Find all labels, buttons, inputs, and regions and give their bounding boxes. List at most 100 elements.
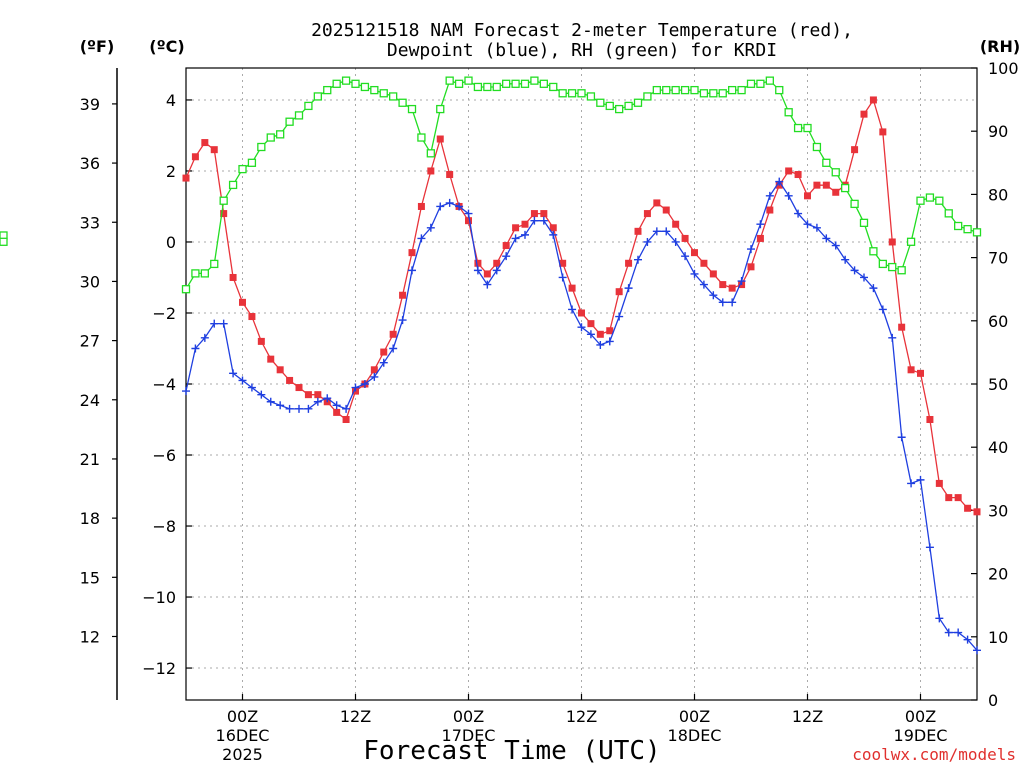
x-tick-date-label: 16DEC bbox=[216, 726, 270, 745]
dewpoint-point bbox=[266, 397, 275, 406]
dewpoint-point bbox=[257, 390, 266, 399]
temperature-point bbox=[625, 259, 633, 267]
x-axis-label: Forecast Time (UTC) bbox=[363, 736, 660, 766]
dewpoint-point bbox=[445, 198, 454, 207]
x-tick-label: 00Z bbox=[679, 707, 710, 726]
rh-point bbox=[906, 237, 916, 246]
celsius-tick-label: −12 bbox=[142, 659, 176, 678]
rh-tick-label: 70 bbox=[988, 249, 1008, 268]
dewpoint-point bbox=[219, 319, 228, 328]
dewpoint-point bbox=[210, 319, 219, 328]
rh-point bbox=[351, 79, 360, 88]
rh-tick-label: 90 bbox=[988, 122, 1008, 141]
dewpoint-point bbox=[699, 280, 708, 289]
grid-lines bbox=[186, 68, 977, 700]
rh-point bbox=[379, 89, 388, 98]
temperature-point bbox=[408, 249, 416, 257]
rh-point bbox=[935, 196, 944, 205]
dewpoint-point bbox=[417, 234, 426, 243]
dewpoint-point bbox=[530, 216, 539, 225]
temperature-point bbox=[596, 330, 604, 338]
dewpoint-point bbox=[473, 266, 482, 275]
rh-point bbox=[539, 79, 548, 88]
dewpoint-point bbox=[342, 404, 351, 413]
dewpoint-point bbox=[464, 209, 473, 218]
rh-tick-label: 20 bbox=[988, 565, 1008, 584]
temperature-point bbox=[879, 128, 887, 136]
rh-point bbox=[530, 76, 539, 85]
dewpoint-point bbox=[191, 344, 200, 353]
rh-point bbox=[775, 85, 784, 95]
rh-point bbox=[200, 269, 209, 278]
temperature-point bbox=[869, 96, 877, 104]
temperature-point bbox=[615, 288, 623, 296]
rh-point bbox=[370, 85, 379, 95]
fahrenheit-tick-label: 33 bbox=[80, 213, 100, 232]
rh-point bbox=[784, 108, 793, 117]
rh-point bbox=[360, 82, 370, 92]
x-tick-date-label: 17DEC bbox=[442, 726, 496, 745]
rh-point bbox=[812, 142, 822, 152]
rh-point bbox=[445, 76, 454, 85]
rh-point bbox=[266, 133, 275, 142]
temperature-point bbox=[502, 242, 510, 250]
celsius-tick-label: −4 bbox=[152, 375, 176, 394]
celsius-tick-label: 2 bbox=[166, 162, 176, 181]
dewpoint-point bbox=[229, 369, 238, 378]
dewpoint-point bbox=[765, 191, 774, 200]
rh-point bbox=[323, 85, 332, 95]
temperature-point bbox=[399, 291, 407, 299]
dewpoint-point bbox=[360, 380, 369, 388]
rh-tick-label: 0 bbox=[988, 691, 998, 710]
rh-point bbox=[511, 79, 520, 88]
dewpoint-point bbox=[888, 333, 897, 342]
temperature-point bbox=[822, 181, 830, 189]
dewpoint-point bbox=[963, 635, 972, 644]
rh-point bbox=[822, 158, 831, 167]
fahrenheit-tick-label: 30 bbox=[80, 272, 100, 291]
rh-point bbox=[888, 262, 897, 272]
rh-point bbox=[963, 225, 972, 234]
x-tick-label: 00Z bbox=[905, 707, 936, 726]
dewpoint-point bbox=[822, 234, 831, 243]
temperature-point bbox=[785, 167, 793, 175]
chart-title-line1: 2025121518 NAM Forecast 2-meter Temperat… bbox=[311, 20, 853, 41]
rh-point bbox=[671, 85, 680, 95]
fahrenheit-tick-label: 36 bbox=[80, 154, 100, 173]
dewpoint-point bbox=[370, 372, 379, 381]
dewpoint-point bbox=[954, 628, 963, 637]
rh-point bbox=[238, 164, 247, 174]
rh-point bbox=[737, 85, 746, 95]
rh-point bbox=[756, 79, 765, 88]
rh-tick-label: 50 bbox=[988, 375, 1008, 394]
celsius-unit-label: (ºC) bbox=[149, 37, 184, 56]
rh-point bbox=[652, 85, 661, 95]
temperature-point bbox=[851, 146, 859, 154]
temperature-point bbox=[493, 259, 501, 267]
dewpoint-point bbox=[907, 479, 916, 488]
rh-point bbox=[407, 104, 417, 114]
temperature-point bbox=[540, 210, 548, 218]
rh-point bbox=[925, 193, 935, 202]
dewpoint-point bbox=[935, 614, 944, 623]
x-tick-year-label: 2025 bbox=[222, 745, 263, 764]
rh-point bbox=[605, 101, 614, 111]
rh-point bbox=[492, 82, 501, 92]
rh-point bbox=[596, 98, 605, 107]
temperature-point bbox=[342, 416, 350, 424]
dewpoint-point bbox=[747, 245, 755, 254]
temperature-point bbox=[286, 376, 294, 384]
dewpoint-point bbox=[728, 298, 737, 307]
axes: 39363330272421181512420−2−4−6−8−10−12100… bbox=[80, 59, 1019, 764]
rh-tick-label: 10 bbox=[988, 628, 1008, 647]
temperature-point bbox=[389, 330, 397, 338]
temperature-point bbox=[314, 391, 322, 399]
temperature-point bbox=[465, 217, 472, 225]
rh-point bbox=[191, 269, 200, 278]
temperature-point bbox=[643, 210, 651, 218]
dewpoint-point bbox=[577, 323, 586, 332]
rh-point bbox=[803, 123, 812, 133]
temperature-point bbox=[182, 174, 190, 182]
dewpoint-point bbox=[869, 284, 878, 293]
